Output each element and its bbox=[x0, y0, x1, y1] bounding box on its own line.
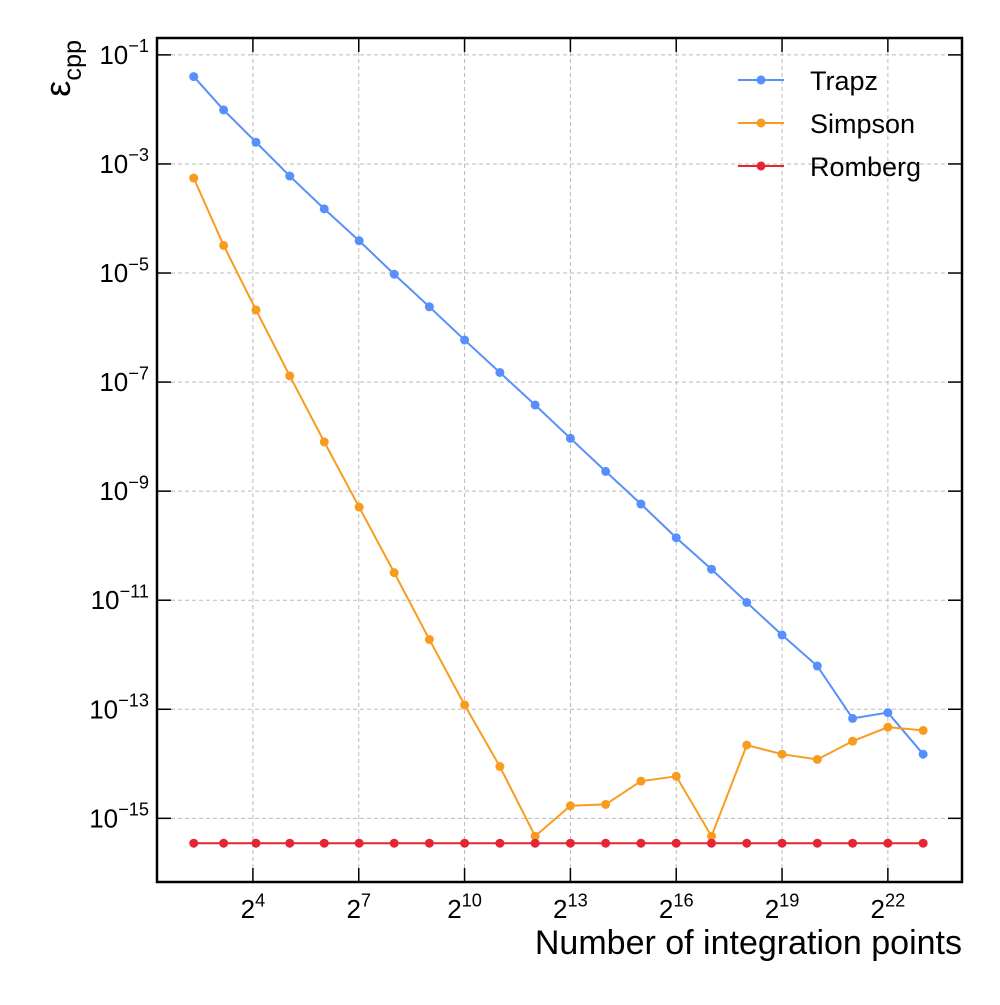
data-point bbox=[848, 736, 858, 746]
legend-marker bbox=[756, 161, 766, 171]
data-point bbox=[530, 831, 540, 841]
data-point bbox=[354, 236, 364, 246]
data-point bbox=[319, 437, 329, 447]
data-point bbox=[918, 725, 928, 735]
series-line bbox=[192, 75, 924, 755]
data-point bbox=[812, 661, 822, 671]
data-point bbox=[530, 400, 540, 410]
legend-label: Simpson bbox=[810, 109, 915, 139]
legend-marker bbox=[756, 118, 766, 128]
data-point bbox=[424, 635, 434, 645]
data-point bbox=[812, 838, 822, 848]
data-point bbox=[389, 838, 399, 848]
data-point bbox=[883, 722, 893, 732]
data-point bbox=[706, 831, 716, 841]
series-line bbox=[192, 177, 924, 839]
data-point bbox=[812, 754, 822, 764]
data-point bbox=[530, 838, 540, 848]
data-point bbox=[495, 367, 505, 377]
data-point bbox=[883, 708, 893, 718]
y-axis-label: εcpp bbox=[37, 40, 87, 97]
data-point bbox=[424, 838, 434, 848]
data-point bbox=[354, 838, 364, 848]
data-point bbox=[601, 838, 611, 848]
data-point bbox=[389, 269, 399, 279]
data-point bbox=[671, 771, 681, 781]
legend-label: Trapz bbox=[810, 66, 878, 96]
data-point bbox=[424, 302, 434, 312]
data-point bbox=[285, 371, 295, 381]
x-tick-label: 219 bbox=[765, 890, 800, 924]
x-tick-label: 27 bbox=[346, 890, 371, 924]
y-tick-label: 10−11 bbox=[91, 582, 149, 616]
data-point bbox=[671, 533, 681, 543]
legend-label: Romberg bbox=[810, 152, 921, 182]
data-point bbox=[777, 749, 787, 759]
data-point bbox=[285, 838, 295, 848]
data-point bbox=[671, 838, 681, 848]
data-point bbox=[285, 171, 295, 181]
data-point bbox=[189, 173, 199, 183]
data-point bbox=[601, 799, 611, 809]
y-tick-label: 10−5 bbox=[99, 254, 149, 288]
data-point bbox=[251, 137, 261, 147]
data-point bbox=[219, 838, 229, 848]
data-point bbox=[189, 838, 199, 848]
data-point bbox=[565, 838, 575, 848]
data-point bbox=[460, 335, 470, 345]
data-point bbox=[495, 762, 505, 772]
data-point bbox=[742, 597, 752, 607]
data-point bbox=[918, 838, 928, 848]
data-point bbox=[636, 838, 646, 848]
y-tick-label: 10−3 bbox=[99, 145, 149, 179]
data-point bbox=[848, 838, 858, 848]
y-tick-label: 10−13 bbox=[89, 691, 149, 725]
y-tick-label: 10−1 bbox=[99, 36, 149, 70]
data-point bbox=[777, 630, 787, 640]
data-point bbox=[883, 838, 893, 848]
x-tick-label: 216 bbox=[659, 890, 694, 924]
data-point bbox=[389, 568, 399, 578]
data-point bbox=[636, 776, 646, 786]
data-point bbox=[565, 433, 575, 443]
data-point bbox=[354, 502, 364, 512]
data-point bbox=[918, 749, 928, 759]
data-point bbox=[706, 564, 716, 574]
x-axis-label: Number of integration points bbox=[535, 924, 962, 962]
data-point bbox=[742, 838, 752, 848]
data-point bbox=[189, 72, 199, 82]
data-point bbox=[319, 838, 329, 848]
data-point bbox=[460, 838, 470, 848]
data-point bbox=[319, 204, 329, 214]
data-point bbox=[742, 740, 752, 750]
legend-marker bbox=[756, 75, 766, 85]
data-point bbox=[706, 838, 716, 848]
data-point bbox=[495, 838, 505, 848]
data-point bbox=[601, 466, 611, 476]
data-point bbox=[219, 240, 229, 250]
data-point bbox=[636, 499, 646, 509]
x-tick-label: 222 bbox=[871, 890, 906, 924]
data-point bbox=[460, 700, 470, 710]
x-tick-label: 213 bbox=[553, 890, 588, 924]
plot-frame bbox=[155, 36, 964, 884]
data-point bbox=[251, 305, 261, 315]
x-tick-label: 24 bbox=[241, 890, 266, 924]
data-point bbox=[565, 801, 575, 811]
x-tick-label: 210 bbox=[447, 890, 482, 924]
y-tick-label: 10−15 bbox=[89, 800, 149, 834]
data-point bbox=[848, 713, 858, 723]
data-point bbox=[777, 838, 787, 848]
y-tick-label: 10−9 bbox=[99, 472, 149, 506]
data-point bbox=[251, 838, 261, 848]
data-point bbox=[219, 105, 229, 115]
y-tick-label: 10−7 bbox=[99, 363, 149, 397]
